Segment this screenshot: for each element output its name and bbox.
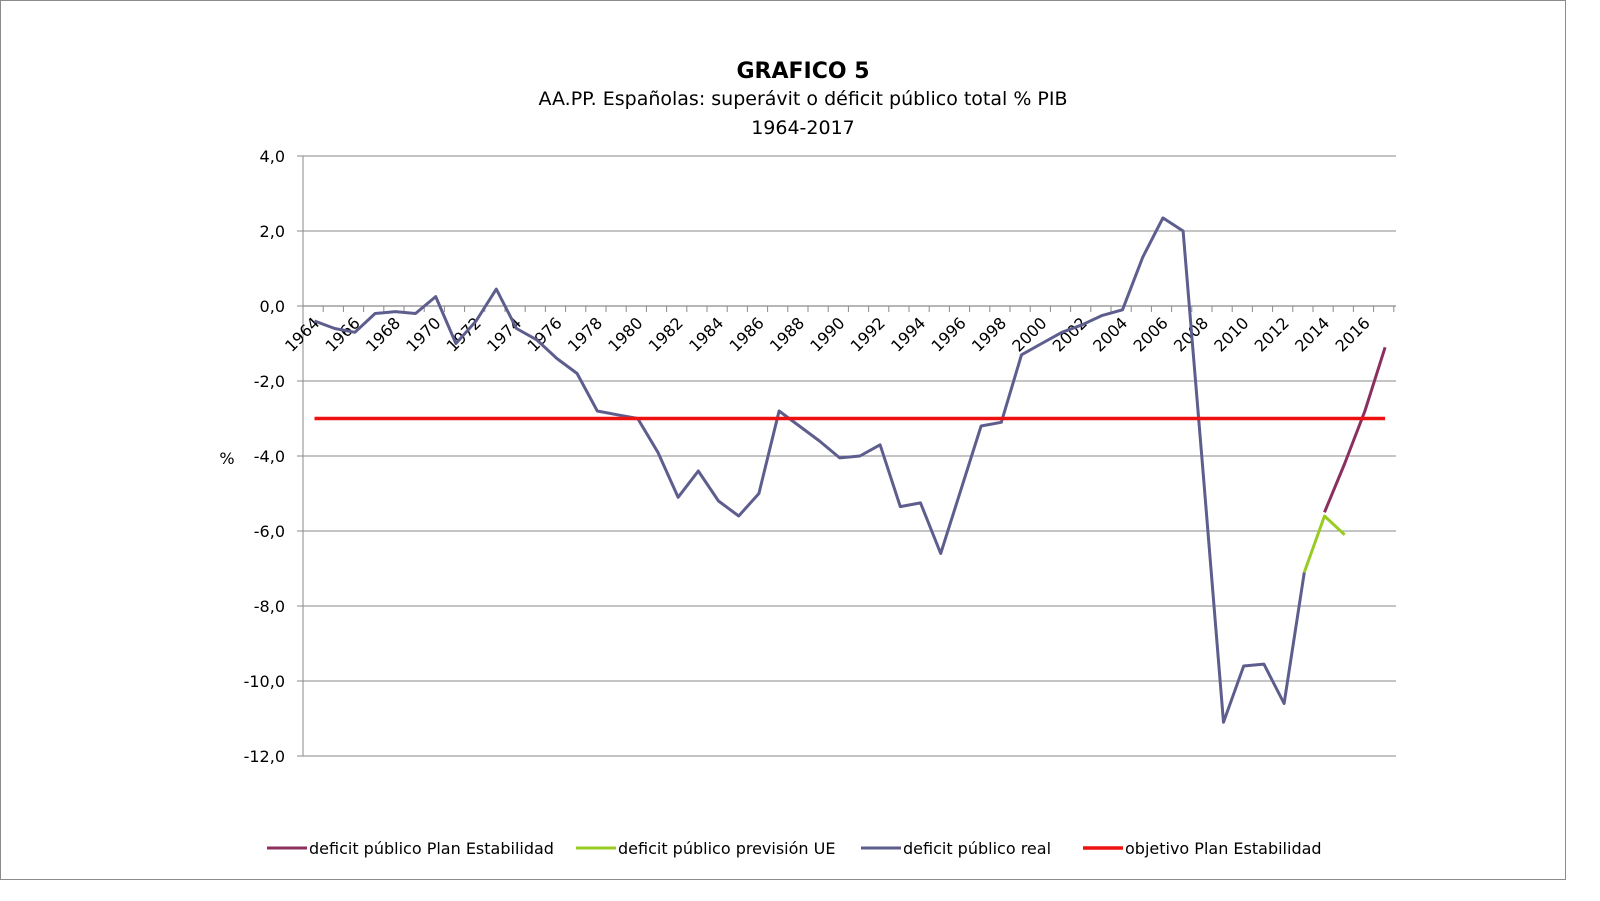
legend-label: deficit público Plan Estabilidad (309, 839, 554, 858)
x-tick-label: 1974 (483, 313, 525, 355)
y-tick-label: -6,0 (254, 522, 285, 541)
x-tick-label: 1964 (281, 313, 323, 355)
y-tick-label: -10,0 (244, 672, 285, 691)
x-tick-label: 1982 (645, 313, 687, 355)
chart-frame (0, 0, 1566, 880)
x-tick-label: 1970 (402, 313, 444, 355)
y-tick-label: -2,0 (254, 372, 285, 391)
chart-subtitle: AA.PP. Españolas: superávit o déficit pú… (538, 88, 1067, 110)
y-tick-label: -4,0 (254, 447, 285, 466)
x-tick-label: 2010 (1210, 313, 1252, 355)
series-line-2 (313, 216, 1306, 724)
x-tick-label: 1994 (887, 313, 929, 355)
x-tick-label: 2012 (1251, 313, 1293, 355)
series-line-1 (1302, 514, 1346, 573)
x-tick-label: 1984 (685, 313, 727, 355)
x-tick-label: 1966 (322, 313, 364, 355)
y-tick-label: 0,0 (260, 297, 285, 316)
x-tick-label: 1978 (564, 313, 606, 355)
chart-period: 1964-2017 (751, 117, 855, 139)
legend-label: deficit público real (903, 839, 1051, 858)
x-tick-label: 1990 (806, 313, 848, 355)
chart-title: GRAFICO 5 (736, 59, 869, 84)
x-tick-label: 2006 (1130, 313, 1172, 355)
x-tick-label: 1980 (604, 313, 646, 355)
x-tick-label: 2016 (1332, 313, 1374, 355)
x-tick-label: 1992 (847, 313, 889, 355)
series-line-0 (1323, 346, 1387, 513)
x-tick-label: 2014 (1291, 313, 1333, 355)
x-tick-label: 1996 (928, 313, 970, 355)
legend-label: objetivo Plan Estabilidad (1125, 839, 1322, 858)
y-axis-label: % (219, 449, 234, 468)
legend-label: deficit público previsión UE (618, 839, 835, 858)
x-tick-label: 1998 (968, 313, 1010, 355)
y-tick-label: -12,0 (244, 747, 285, 766)
x-tick-label: 1988 (766, 313, 808, 355)
y-tick-label: 4,0 (260, 147, 285, 166)
y-tick-label: 2,0 (260, 222, 285, 241)
y-tick-label: -8,0 (254, 597, 285, 616)
x-tick-label: 1986 (726, 313, 768, 355)
